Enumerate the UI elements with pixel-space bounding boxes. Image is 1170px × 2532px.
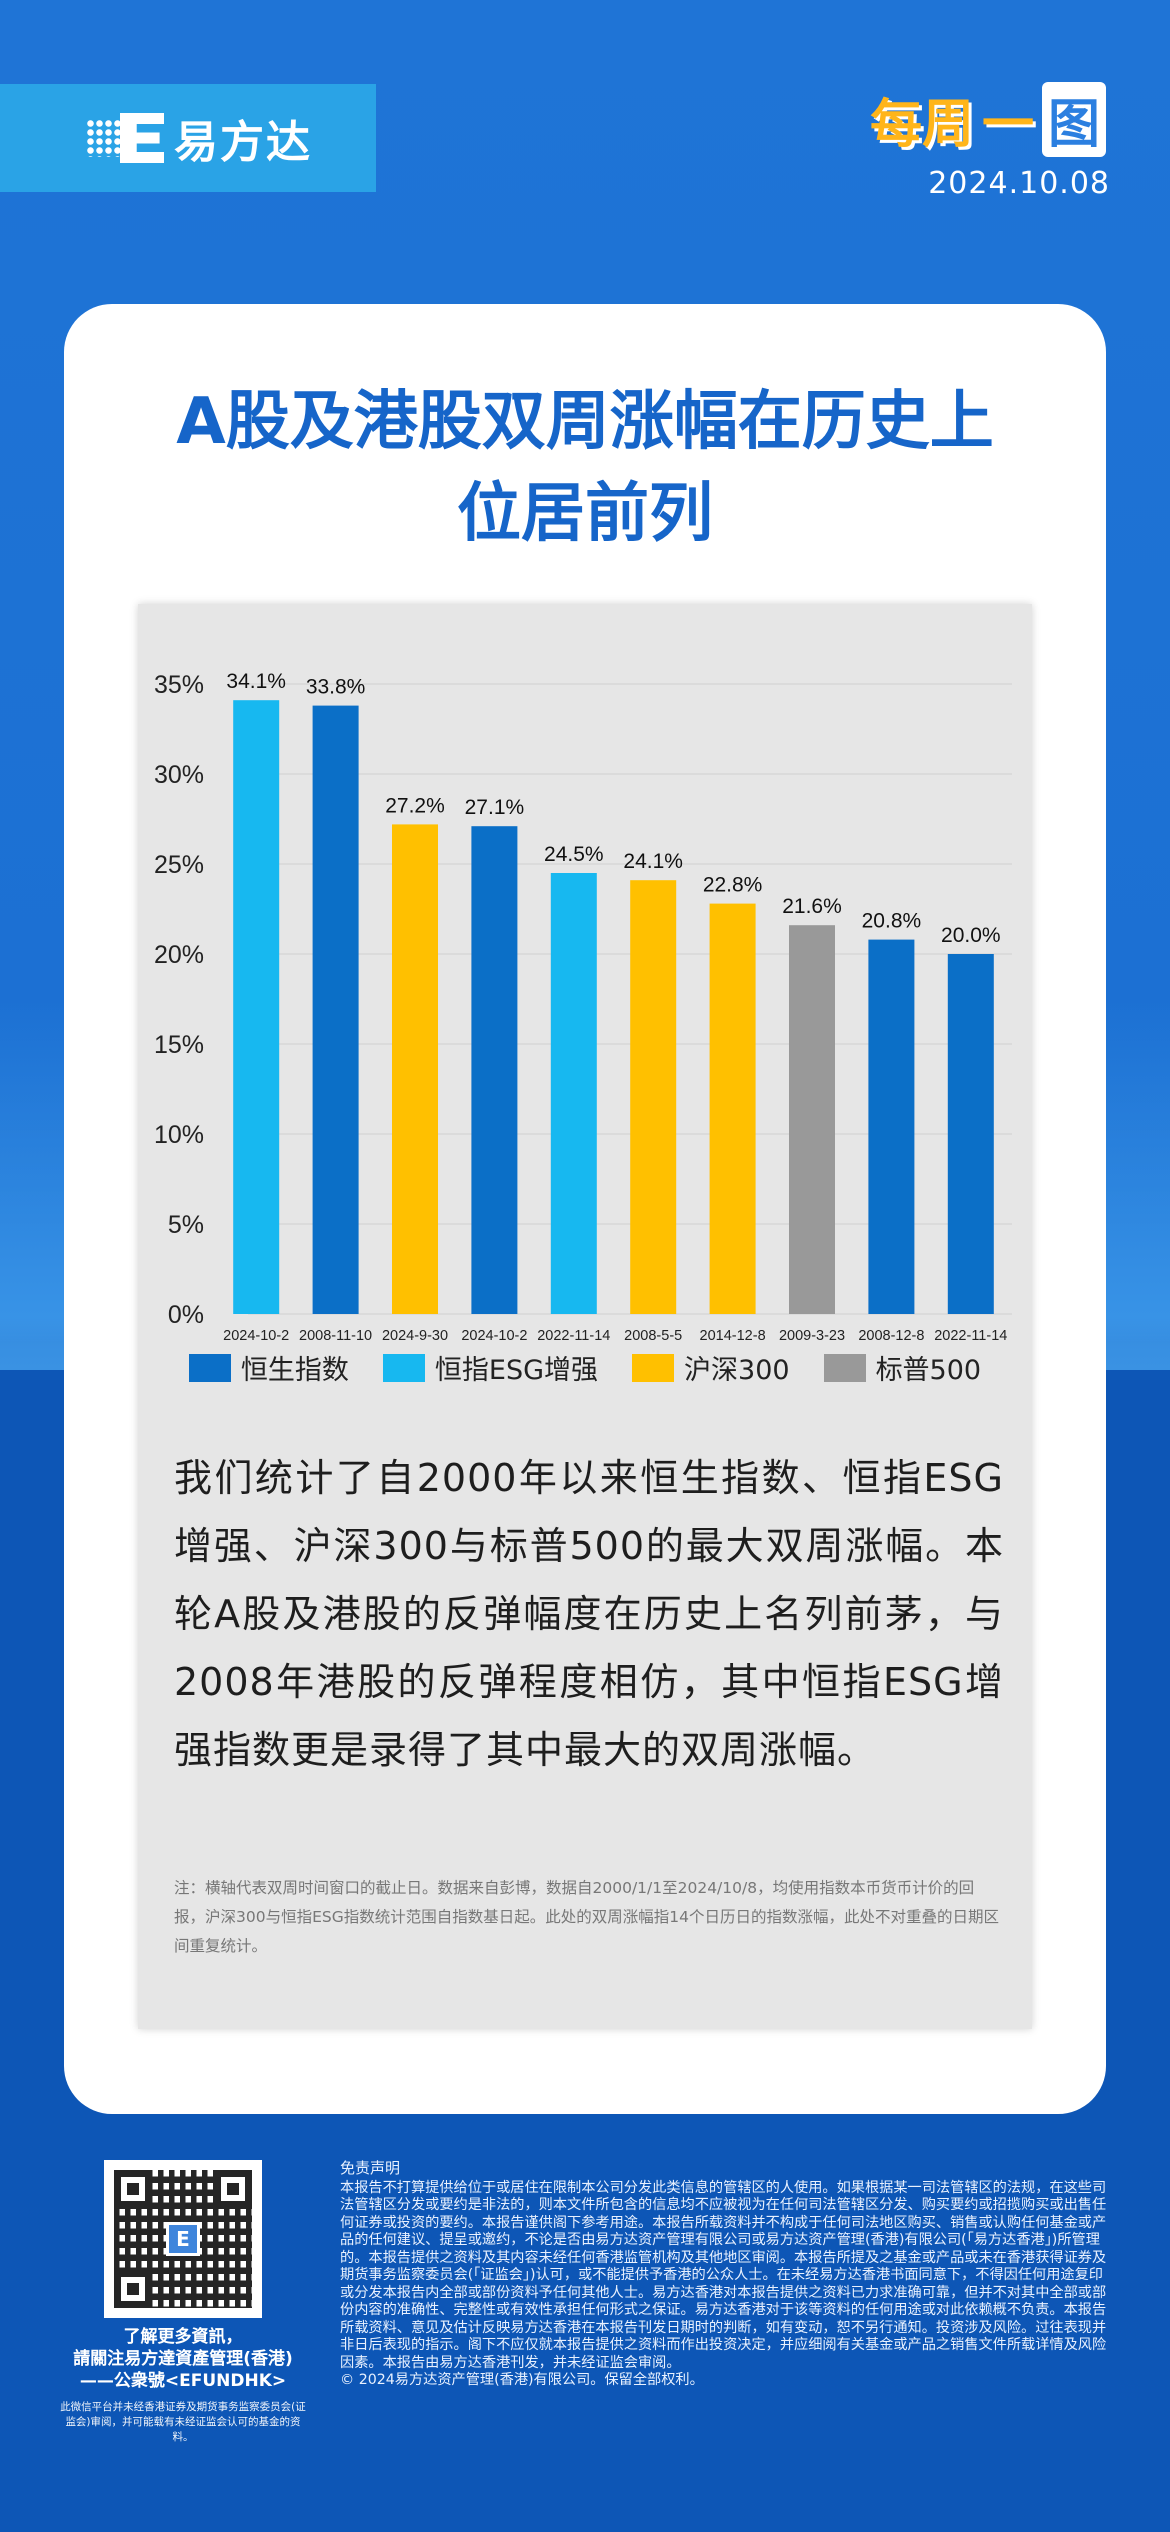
issue-date: 2024.10.08: [928, 166, 1110, 201]
legend-swatch: [632, 1353, 675, 1382]
legend-item: 沪深300: [632, 1348, 790, 1387]
legend-swatch: [188, 1353, 231, 1382]
follow-line2: 請關注易方達資產管理(香港): [73, 2349, 293, 2369]
legend-label: 恒生指数: [240, 1355, 349, 1386]
efund-logo-icon: [86, 113, 164, 163]
bar: [868, 939, 915, 1314]
follow-info: 了解更多資訊， 請關注易方達資產管理(香港) ——公衆號<EFUNDHK> 此微…: [60, 2326, 306, 2445]
disclaimer-body: 本报告不打算提供给位于或居住在限制本公司分发此类信息的管辖区的人使用。如果根据某…: [340, 2179, 1107, 2371]
x-tick-label: 2024-9-30: [382, 1328, 448, 1344]
logo-text: 易方达: [174, 117, 312, 168]
y-tick-label: 25%: [154, 851, 204, 879]
legend-item: 标普500: [823, 1348, 982, 1387]
qr-code[interactable]: E: [104, 2160, 262, 2318]
data-label: 34.1%: [226, 670, 286, 693]
bar: [233, 700, 280, 1314]
legend-swatch: [823, 1353, 866, 1382]
qr-logo-icon: E: [166, 2222, 200, 2256]
data-labels: 34.1% 33.8% 27.2% 27.1% 24.5% 24.1% 22.8% 21.6%…: [226, 670, 1000, 947]
y-tick-labels: 0% 5% 10% 15% 20% 25% 30% 35%: [154, 671, 204, 1329]
bar: [630, 880, 677, 1314]
chart-legend: 恒生指数 恒指ESG增强 沪深300 标普500: [138, 1348, 1032, 1387]
x-tick-label: 2008-11-10: [299, 1328, 372, 1344]
legend-label: 标普500: [875, 1355, 982, 1386]
disclaimer-title: 免责声明: [340, 2159, 401, 2177]
y-tick-label: 10%: [154, 1121, 204, 1149]
legend-item: 恒生指数: [188, 1348, 349, 1387]
follow-line1: 了解更多資訊，: [123, 2327, 243, 2347]
data-label: 33.8%: [306, 676, 366, 699]
small-print: 此微信平台并未经香港证券及期货事务监察委员会(证监会)审阅，并可能载有未经证监会…: [60, 2401, 306, 2443]
headline: A股及港股双周涨幅在历史上 位居前列: [64, 376, 1106, 560]
bar-chart: 0% 5% 10% 15% 20% 25% 30% 35% 34.1% 33.8% 27.2% 27…: [154, 670, 1012, 1344]
headline-line2: 位居前列: [457, 477, 713, 551]
y-tick-label: 30%: [154, 761, 204, 789]
bar: [471, 826, 518, 1314]
x-tick-label: 2022-11-14: [934, 1328, 1007, 1344]
brand-title-c: 图: [1041, 82, 1106, 157]
x-tick-label: 2008-5-5: [624, 1328, 682, 1344]
disclaimer: 免责声明 本报告不打算提供给位于或居住在限制本公司分发此类信息的管辖区的人使用。…: [340, 2159, 1108, 2390]
bar: [947, 954, 994, 1314]
brand-title-b: 一: [981, 95, 1034, 155]
data-label: 20.0%: [941, 924, 1001, 947]
x-tick-label: 2022-11-14: [537, 1328, 610, 1344]
y-tick-label: 15%: [154, 1031, 204, 1059]
data-label: 24.5%: [544, 843, 604, 866]
body-text: 我们统计了自2000年以来恒生指数、恒指ESG增强、沪深300与标普500的最大…: [174, 1456, 1004, 1772]
bar: [392, 824, 438, 1314]
bar: [550, 873, 597, 1314]
data-label: 27.1%: [465, 796, 525, 819]
y-tick-label: 5%: [168, 1211, 204, 1239]
x-tick-labels: 2024-10-2 2008-11-10 2024-9-30 2024-10-2 202…: [223, 1328, 1007, 1344]
x-tick-label: 2008-12-8: [858, 1328, 924, 1344]
bar: [709, 903, 756, 1314]
legend-label: 沪深300: [684, 1355, 790, 1386]
bar: [789, 925, 835, 1314]
chart-panel: 0% 5% 10% 15% 20% 25% 30% 35% 34.1% 33.8% 27.2% 27…: [138, 604, 1032, 2029]
follow-line3: ——公衆號<EFUNDHK>: [79, 2371, 287, 2391]
footnote: 注：横轴代表双周时间窗口的截止日。数据来自彭博，数据自2000/1/1至2024…: [174, 1879, 999, 1955]
weekly-chart-title: 每周 一 图: [870, 82, 1106, 157]
x-tick-label: 2024-10-2: [223, 1328, 289, 1344]
brand-title-a: 每周: [869, 95, 974, 155]
y-tick-label: 20%: [154, 941, 204, 969]
legend-item: 恒指ESG增强: [382, 1348, 599, 1387]
brand-logo: 易方达: [0, 84, 376, 192]
x-tick-label: 2009-3-23: [779, 1328, 845, 1344]
legend-label: 恒指ESG增强: [434, 1355, 599, 1386]
copyright: © 2024易方达资产管理(香港)有限公司。保留全部权利。: [340, 2372, 704, 2388]
y-tick-label: 0%: [168, 1301, 204, 1329]
data-label: 21.6%: [782, 895, 842, 918]
data-label: 22.8%: [703, 874, 763, 897]
data-label: 24.1%: [623, 850, 683, 873]
data-label: 20.8%: [862, 910, 922, 933]
headline-line1: A股及港股双周涨幅在历史上: [176, 385, 994, 459]
data-label: 27.2%: [385, 794, 445, 817]
x-tick-label: 2014-12-8: [700, 1328, 766, 1344]
chart-bars: [233, 700, 994, 1314]
content-card: A股及港股双周涨幅在历史上 位居前列 0% 5% 10% 15% 20% 25% 30% 35…: [64, 304, 1106, 2114]
x-tick-label: 2024-10-2: [461, 1328, 527, 1344]
bar: [312, 705, 359, 1314]
legend-swatch: [382, 1353, 425, 1382]
y-tick-label: 35%: [154, 671, 204, 699]
